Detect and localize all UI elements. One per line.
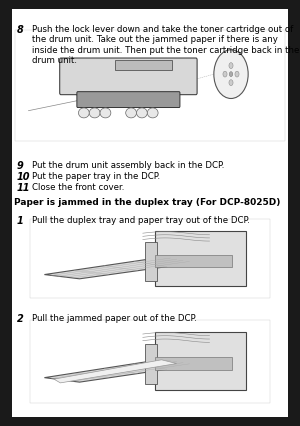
Ellipse shape: [100, 108, 111, 118]
Text: 8: 8: [16, 25, 23, 35]
Text: 2: 2: [16, 314, 23, 324]
Ellipse shape: [78, 108, 89, 118]
Bar: [115, 60, 172, 70]
Text: Put the drum unit assembly back in the DCP.: Put the drum unit assembly back in the D…: [32, 161, 224, 170]
Text: 10: 10: [16, 172, 30, 182]
Circle shape: [229, 72, 233, 77]
Text: 1: 1: [16, 216, 23, 226]
Text: Close the front cover.: Close the front cover.: [32, 183, 124, 192]
Polygon shape: [44, 359, 196, 382]
Text: 11: 11: [16, 183, 30, 193]
Text: Pull the jammed paper out of the DCP.: Pull the jammed paper out of the DCP.: [32, 314, 196, 323]
Polygon shape: [44, 257, 196, 279]
Bar: [155, 357, 232, 370]
Circle shape: [223, 71, 227, 77]
Text: Paper is jammed in the duplex tray (For DCP-8025D): Paper is jammed in the duplex tray (For …: [14, 198, 280, 207]
Bar: [30, 320, 270, 403]
Bar: [145, 242, 157, 281]
Text: 9: 9: [16, 161, 23, 171]
Bar: [155, 332, 246, 390]
Text: Push the lock lever down and take the toner cartridge out of the drum unit. Take: Push the lock lever down and take the to…: [32, 25, 299, 65]
Ellipse shape: [147, 108, 158, 118]
Bar: [155, 255, 232, 267]
Circle shape: [229, 80, 233, 86]
Text: Put the paper tray in the DCP.: Put the paper tray in the DCP.: [32, 172, 160, 181]
Text: Pull the duplex tray and paper tray out of the DCP.: Pull the duplex tray and paper tray out …: [32, 216, 249, 225]
Ellipse shape: [89, 108, 100, 118]
Circle shape: [235, 71, 239, 77]
Polygon shape: [54, 360, 177, 383]
FancyBboxPatch shape: [77, 92, 180, 107]
Circle shape: [229, 63, 233, 69]
Bar: [15, 30, 285, 141]
Bar: [155, 231, 246, 286]
Circle shape: [214, 50, 248, 98]
Ellipse shape: [136, 108, 147, 118]
Bar: [30, 219, 270, 298]
FancyBboxPatch shape: [60, 58, 197, 95]
Ellipse shape: [126, 108, 136, 118]
Bar: [145, 344, 157, 384]
